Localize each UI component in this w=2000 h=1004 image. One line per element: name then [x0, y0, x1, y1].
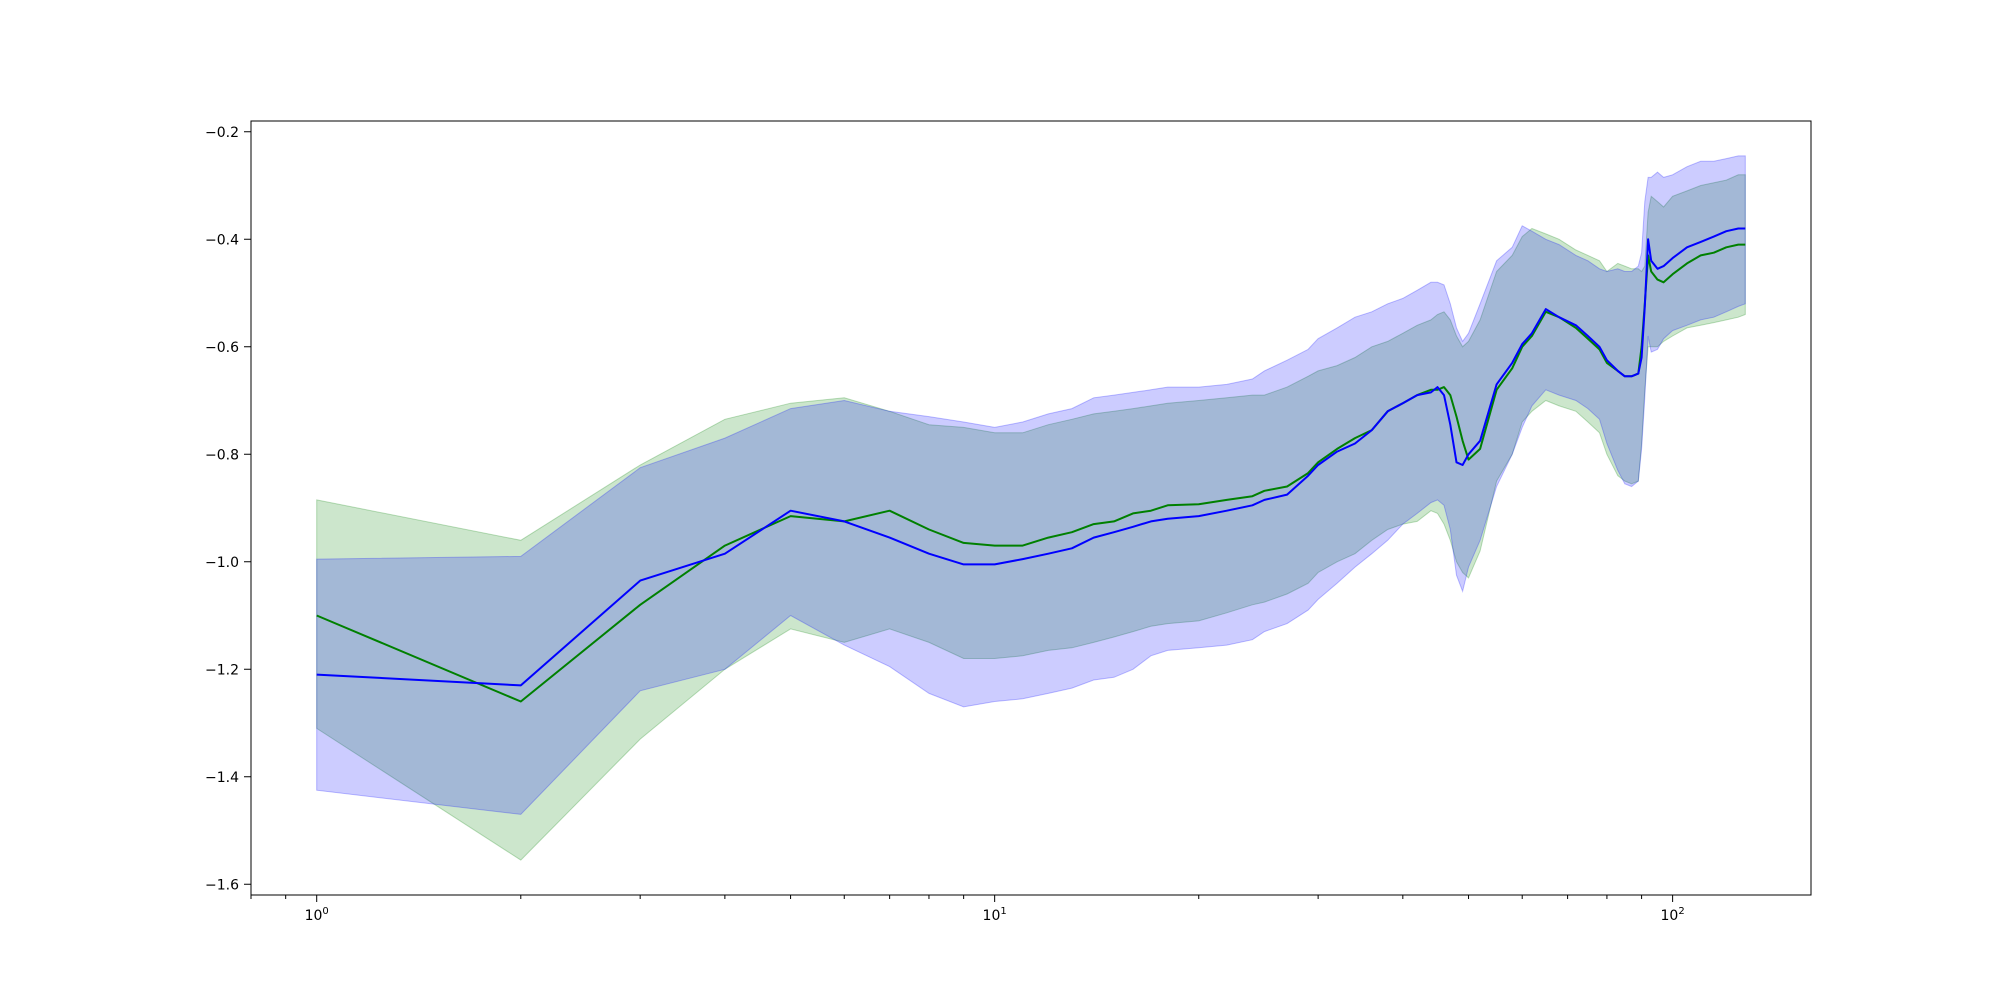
y-tick-label: −1.6 [205, 877, 239, 893]
y-tick-label: −0.2 [205, 125, 239, 141]
confidence-bands [316, 155, 1746, 861]
band-series-1 [316, 174, 1746, 861]
x-axis: 100 101 102 [250, 895, 1685, 924]
y-tick-label: −0.8 [205, 447, 239, 463]
x-tick-label: 101 [983, 906, 1007, 924]
x-tick-label: 102 [1661, 906, 1685, 924]
y-tick-label: −1.4 [205, 770, 239, 786]
y-tick-label: −1.2 [205, 662, 239, 678]
y-tick-label: −1.0 [205, 555, 239, 571]
y-tick-label: −0.4 [205, 232, 239, 248]
y-tick-label: −0.6 [205, 340, 239, 356]
plot-frame [250, 120, 1812, 896]
band-series-2 [316, 155, 1746, 815]
series-lines [316, 227, 1746, 703]
y-axis: −1.6 −1.4 −1.2 −1.0 −0.8 −0.6 −0.4 −0.2 [205, 125, 251, 893]
line-series-2 [316, 227, 1746, 687]
x-tick-label: 100 [305, 906, 329, 924]
